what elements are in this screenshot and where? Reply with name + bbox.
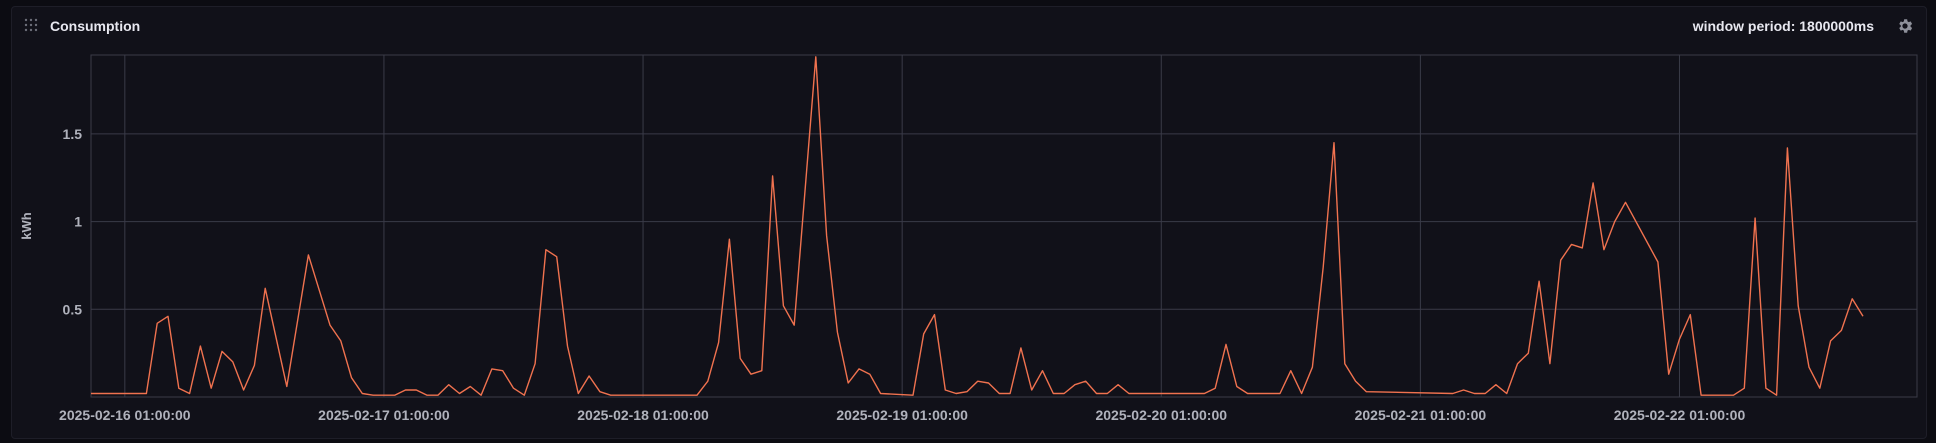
panel-header: Consumption window period: 1800000ms [12,7,1926,45]
y-tick-label: 0.5 [63,301,83,317]
y-axis: 0.5 1 1.5 [63,126,83,317]
x-axis: 2025-02-16 01:00:00 2025-02-17 01:00:00 20… [59,407,1745,423]
plot-area-border [90,54,1918,398]
x-tick-label: 2025-02-18 01:00:00 [577,407,709,423]
y-tick-label: 1.5 [63,126,83,142]
gear-icon[interactable] [1896,17,1914,35]
chart-grid [91,55,1917,397]
consumption-panel: Consumption window period: 1800000ms [11,6,1927,439]
panel-title: Consumption [50,18,141,34]
x-tick-label: 2025-02-22 01:00:00 [1614,407,1746,423]
y-axis-label: kWh [19,212,34,240]
x-tick-label: 2025-02-19 01:00:00 [836,407,968,423]
x-tick-label: 2025-02-16 01:00:00 [59,407,191,423]
x-tick-label: 2025-02-21 01:00:00 [1355,407,1487,423]
x-tick-label: 2025-02-20 01:00:00 [1095,407,1227,423]
window-period-label: window period: 1800000ms [1692,18,1874,34]
series-line-consumption [91,56,1864,396]
x-tick-label: 2025-02-17 01:00:00 [318,407,450,423]
drag-handle-icon[interactable] [24,18,38,32]
y-tick-label: 1 [74,214,82,230]
